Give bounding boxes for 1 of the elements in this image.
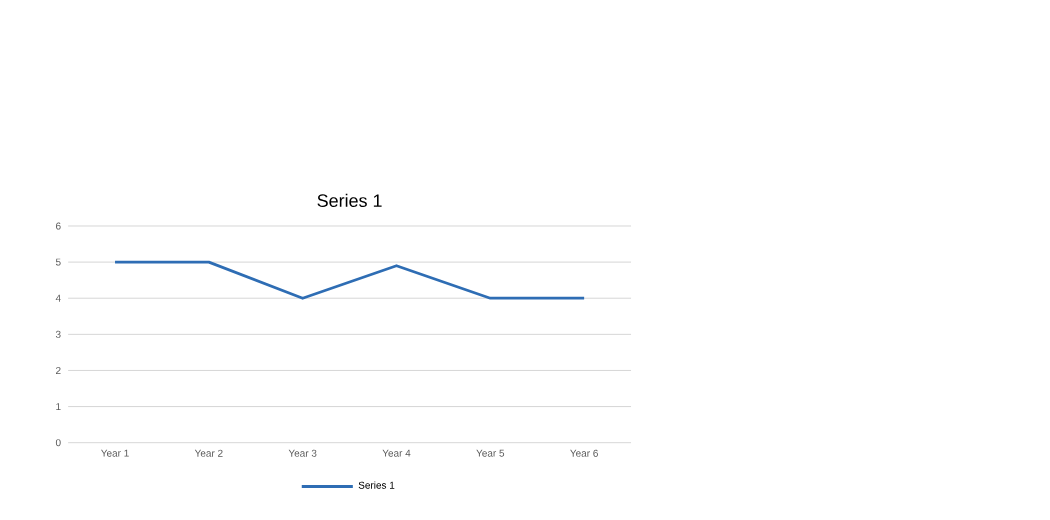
- chart-title: Series 1: [317, 194, 382, 208]
